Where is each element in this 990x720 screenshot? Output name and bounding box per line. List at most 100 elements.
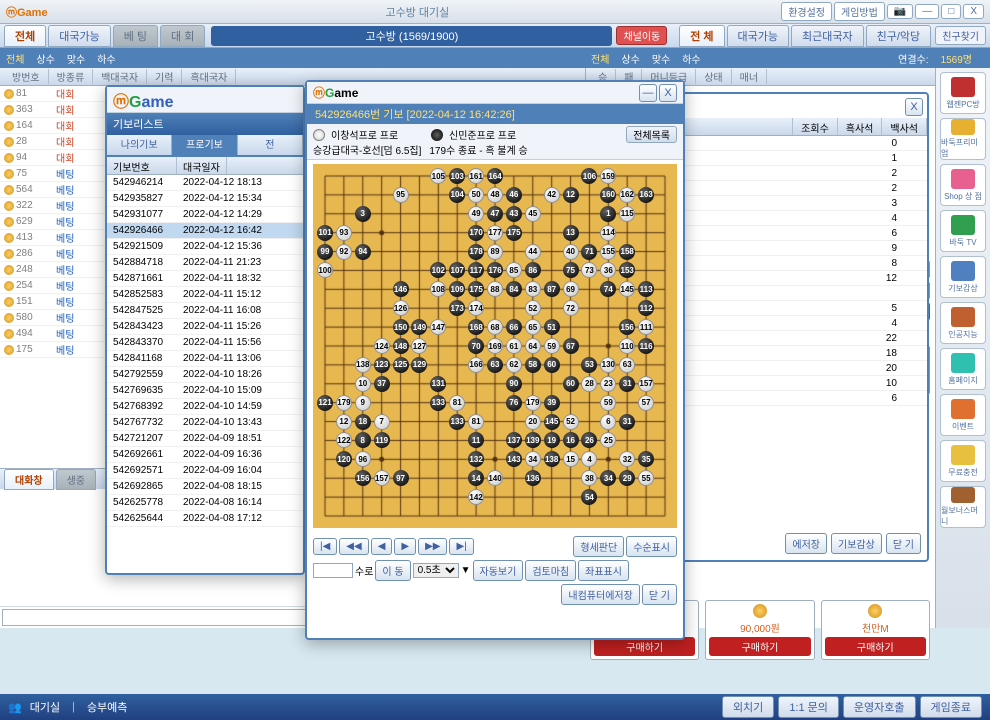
review-button[interactable]: 기보감상 <box>831 533 882 554</box>
exit-button[interactable]: 외치기 <box>722 696 774 718</box>
auto-button[interactable]: 자동보기 <box>473 560 524 581</box>
stone: 50 <box>468 187 484 203</box>
close-board-button[interactable]: 닫 기 <box>642 584 677 605</box>
next-button[interactable]: ▶ <box>394 538 416 555</box>
rewind-button[interactable]: ◀◀ <box>339 538 368 555</box>
close2-button[interactable]: 닫 기 <box>886 533 921 554</box>
review-end-button[interactable]: 검토마침 <box>525 560 576 581</box>
board-min-button[interactable]: — <box>639 84 657 102</box>
help-button[interactable]: 게임방법 <box>834 2 885 21</box>
tab-all[interactable]: 전체 <box>4 25 46 47</box>
close-button[interactable]: X <box>963 4 984 19</box>
coords-button[interactable]: 좌표표시 <box>578 560 629 581</box>
minimize-button[interactable]: — <box>915 4 939 19</box>
speed-select[interactable]: 0.5초 <box>413 563 459 578</box>
prev-button[interactable]: ◀ <box>371 538 393 555</box>
gibo-row[interactable]: 5427677322022-04-10 13:43 <box>107 415 303 431</box>
gibo-row[interactable]: 5427683922022-04-10 14:59 <box>107 399 303 415</box>
filter-all[interactable]: 전체 <box>6 51 24 66</box>
gibo-row[interactable]: 5429462142022-04-12 18:13 <box>107 175 303 191</box>
analyze-button[interactable]: 형세판단 <box>573 536 624 557</box>
inquiry-button[interactable]: 1:1 문의 <box>778 696 839 718</box>
stone: 109 <box>449 281 465 297</box>
gibo-row[interactable]: 5426925712022-04-09 16:04 <box>107 463 303 479</box>
gibo-row[interactable]: 5428716612022-04-11 18:32 <box>107 271 303 287</box>
rtab-friend[interactable]: 친구/악당 <box>866 25 932 47</box>
predict-label[interactable]: 승부예측 <box>87 699 127 715</box>
gibo-row[interactable]: 5426926612022-04-09 16:36 <box>107 447 303 463</box>
last-button[interactable]: ▶| <box>449 538 473 555</box>
sidebar-item-7[interactable]: 이벤트 <box>940 394 986 436</box>
gibo-row[interactable]: 5429358272022-04-12 15:34 <box>107 191 303 207</box>
tab-tournament[interactable]: 대 회 <box>160 25 205 47</box>
gibo-row[interactable]: 5426928652022-04-08 18:15 <box>107 479 303 495</box>
board-close-button[interactable]: X <box>659 84 677 102</box>
gibo-tab-mine[interactable]: 나의기보 <box>107 135 172 155</box>
waiting-room-label[interactable]: 대기실 <box>30 699 60 715</box>
all-list-button[interactable]: 전체목록 <box>626 126 677 143</box>
rfilter-high[interactable]: 상수 <box>621 51 639 66</box>
gibo-row[interactable]: 5429264662022-04-12 16:42 <box>107 223 303 239</box>
channel-move-button[interactable]: 채널이동 <box>616 26 667 45</box>
move-input[interactable] <box>313 563 353 578</box>
gibo-row[interactable]: 5429215092022-04-12 15:36 <box>107 239 303 255</box>
gibo-row[interactable]: 5428525832022-04-11 15:12 <box>107 287 303 303</box>
buy-button-2[interactable]: 구매하기 <box>709 637 810 656</box>
stone: 34 <box>600 470 616 486</box>
rtab-available[interactable]: 대국가능 <box>727 25 789 47</box>
gibo-row[interactable]: 5427925592022-04-10 18:26 <box>107 367 303 383</box>
save-button[interactable]: 에저장 <box>785 533 827 554</box>
stone: 142 <box>468 489 484 505</box>
forward-button[interactable]: ▶▶ <box>418 538 447 555</box>
sidebar-item-4[interactable]: 기보감상 <box>940 256 986 298</box>
filter-low[interactable]: 하수 <box>97 51 115 66</box>
first-button[interactable]: |◀ <box>313 538 337 555</box>
sidebar-item-9[interactable]: 월보너스머니 <box>940 486 986 528</box>
sidebar-item-0[interactable]: 웹젠PC방 <box>940 72 986 114</box>
gibo-row[interactable]: 5427696352022-04-10 15:09 <box>107 383 303 399</box>
rfilter-equal[interactable]: 맞수 <box>652 51 670 66</box>
sidebar-item-8[interactable]: 무료충전 <box>940 440 986 482</box>
chat-tab-main[interactable]: 대화창 <box>4 469 54 490</box>
camera-icon[interactable]: 📷 <box>887 4 913 19</box>
tab-betting[interactable]: 베 팅 <box>113 25 158 47</box>
gibo-row[interactable]: 5427212072022-04-09 18:51 <box>107 431 303 447</box>
filter-equal[interactable]: 맞수 <box>67 51 85 66</box>
gibo-row[interactable]: 5428434232022-04-11 15:26 <box>107 319 303 335</box>
gibo-row[interactable]: 5426256442022-04-08 17:12 <box>107 511 303 527</box>
stone: 37 <box>374 376 390 392</box>
gibo-row[interactable]: 5428433702022-04-11 15:56 <box>107 335 303 351</box>
gibo-rows[interactable]: 5429462142022-04-12 18:135429358272022-0… <box>107 175 303 555</box>
sidebar-item-1[interactable]: 바둑프리미엄 <box>940 118 986 160</box>
env-settings-button[interactable]: 환경설정 <box>781 2 832 21</box>
buy-button-3[interactable]: 구매하기 <box>825 637 926 656</box>
tab-available[interactable]: 대국가능 <box>48 25 110 47</box>
gibo-row[interactable]: 5426257782022-04-08 16:14 <box>107 495 303 511</box>
rfilter-low[interactable]: 하수 <box>682 51 700 66</box>
gibo-tab-pro[interactable]: 프로기보 <box>172 135 237 155</box>
gibo-row[interactable]: 5428475252022-04-11 16:08 <box>107 303 303 319</box>
sidebar-item-3[interactable]: 바둑 TV <box>940 210 986 252</box>
sidebar-item-6[interactable]: 홈페이지 <box>940 348 986 390</box>
save-local-button[interactable]: 내컴퓨터에저장 <box>561 584 639 605</box>
quit-button[interactable]: 게임종료 <box>920 696 982 718</box>
find-friend-button[interactable]: 친구찾기 <box>935 26 986 45</box>
gibo-row[interactable]: 5428847182022-04-11 21:23 <box>107 255 303 271</box>
popup-close-button[interactable]: X <box>905 98 923 116</box>
promo-2: 90,000원 구매하기 <box>705 600 814 660</box>
maximize-button[interactable]: □ <box>941 4 961 19</box>
go-board[interactable]: 1051031611641061599510450484642121601621… <box>313 164 677 528</box>
goto-button[interactable]: 이 동 <box>375 560 410 581</box>
sidebar-item-2[interactable]: Shop 상 점 <box>940 164 986 206</box>
gibo-tab-etc[interactable]: 전 <box>238 135 303 155</box>
rfilter-all[interactable]: 전체 <box>591 51 609 66</box>
chat-tab-live[interactable]: 생중 <box>56 469 96 490</box>
staff-button[interactable]: 운영자호출 <box>843 696 916 718</box>
filter-high[interactable]: 상수 <box>36 51 54 66</box>
moveorder-button[interactable]: 수순표시 <box>626 536 677 557</box>
rtab-all[interactable]: 전 체 <box>679 25 724 47</box>
gibo-row[interactable]: 5429310772022-04-12 14:29 <box>107 207 303 223</box>
sidebar-item-5[interactable]: 인공지능 <box>940 302 986 344</box>
rtab-recent[interactable]: 최근대국자 <box>791 25 864 47</box>
gibo-row[interactable]: 5428411682022-04-11 13:06 <box>107 351 303 367</box>
